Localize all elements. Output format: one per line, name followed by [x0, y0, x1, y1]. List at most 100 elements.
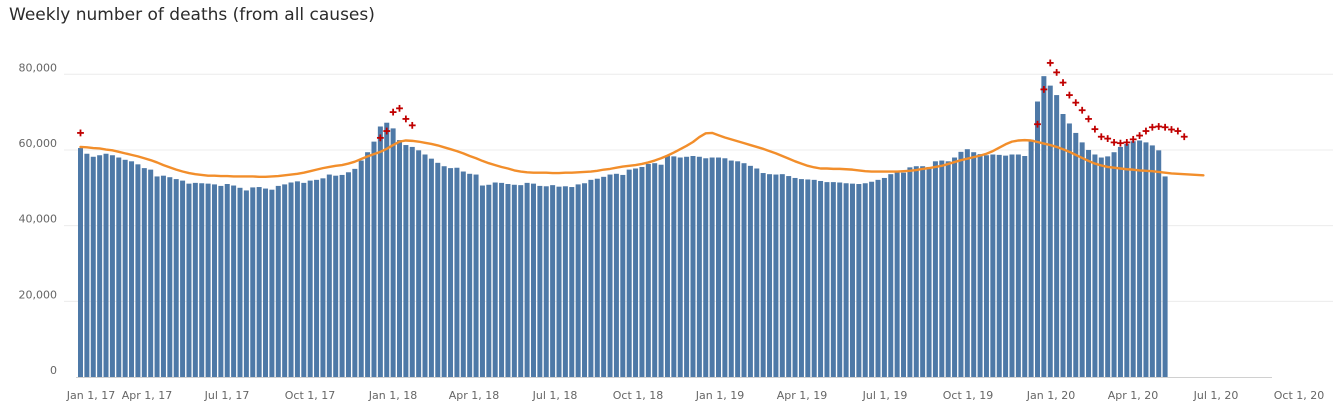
bar: [811, 179, 817, 377]
bar: [320, 178, 326, 377]
excess-marker: [1117, 139, 1124, 147]
bar: [722, 158, 728, 377]
y-tick-label: 40,000: [19, 213, 58, 226]
bar: [275, 185, 281, 377]
bar: [1079, 142, 1085, 377]
bar: [1086, 149, 1092, 377]
x-tick-label: Oct 1, 18: [613, 389, 664, 402]
bar: [862, 183, 868, 377]
bar: [945, 161, 951, 377]
bar: [582, 183, 588, 377]
bar: [428, 158, 434, 377]
bar: [805, 179, 811, 377]
bar: [135, 164, 141, 377]
bar: [894, 171, 900, 377]
bar: [696, 156, 702, 377]
bar: [505, 184, 511, 377]
bar: [199, 183, 205, 377]
x-tick-label: Jul 1, 19: [862, 389, 908, 402]
bar: [205, 183, 211, 377]
bar: [1009, 154, 1015, 377]
bar: [1111, 152, 1117, 377]
bar: [932, 161, 938, 377]
bar: [958, 151, 964, 377]
bar: [84, 153, 90, 377]
bar: [716, 157, 721, 377]
bar: [888, 174, 894, 377]
bar: [830, 182, 836, 377]
x-tick-label: Jan 1, 20: [1026, 389, 1075, 402]
bar: [167, 177, 173, 377]
excess-marker: [1066, 91, 1073, 99]
excess-marker: [1129, 135, 1137, 143]
bar: [479, 185, 485, 377]
bar: [575, 184, 581, 377]
excess-marker: [402, 115, 410, 123]
bar: [996, 154, 1002, 377]
bar: [588, 179, 594, 377]
bar: [441, 166, 447, 377]
bar: [358, 160, 364, 377]
bar: [224, 184, 230, 377]
bar: [237, 187, 243, 377]
bar: [983, 155, 989, 377]
bar: [390, 128, 396, 377]
bar: [530, 183, 536, 377]
y-tick-label: 60,000: [19, 137, 58, 150]
excess-marker: [1180, 133, 1188, 141]
y-tick-label: 20,000: [19, 288, 58, 301]
bar: [901, 172, 907, 377]
bar: [409, 146, 415, 377]
excess-marker: [1046, 59, 1054, 67]
bar: [365, 152, 371, 377]
bar: [767, 174, 773, 377]
bar: [78, 148, 83, 377]
bar: [460, 171, 466, 377]
bar: [173, 179, 179, 377]
bar: [607, 174, 613, 377]
bar: [594, 178, 600, 377]
bar: [881, 177, 887, 377]
bar: [747, 165, 753, 377]
bar: [633, 168, 639, 377]
x-tick-label: Oct 1, 20: [1274, 389, 1325, 402]
bar: [843, 183, 849, 377]
expected-deaths-line: [79, 131, 1205, 179]
x-tick-label: Apr 1, 17: [122, 389, 173, 402]
excess-marker: [1072, 99, 1080, 107]
bar: [1054, 95, 1060, 377]
excess-marker: [1053, 68, 1061, 76]
excess-marker: [1168, 126, 1175, 133]
bar: [422, 154, 428, 377]
bar: [786, 176, 792, 377]
bar: [728, 160, 734, 377]
bar: [1162, 176, 1168, 377]
x-tick-label: Jan 1, 19: [695, 389, 744, 402]
excess-marker: [77, 129, 84, 137]
x-tick-label: Jul 1, 20: [1193, 389, 1239, 402]
bar: [658, 164, 664, 377]
bar: [1143, 142, 1149, 377]
bar: [1117, 146, 1123, 377]
bar: [773, 174, 779, 377]
bar: [856, 184, 862, 377]
bar: [620, 174, 626, 377]
bar: [1003, 155, 1009, 377]
bar: [154, 176, 160, 377]
bar: [1028, 139, 1034, 377]
x-tick-label: Apr 1, 20: [1108, 389, 1159, 402]
excess-marker: [383, 127, 391, 135]
bar: [1022, 156, 1028, 377]
bar: [377, 126, 383, 377]
bar: [345, 172, 351, 377]
bar: [448, 168, 454, 377]
excess-marker: [1091, 125, 1099, 133]
excess-marker: [1034, 120, 1041, 128]
bar: [352, 168, 358, 377]
bar: [1149, 145, 1155, 377]
bar: [243, 190, 249, 377]
bar: [90, 156, 96, 377]
bar: [639, 166, 645, 377]
excess-markers: [77, 59, 1188, 147]
